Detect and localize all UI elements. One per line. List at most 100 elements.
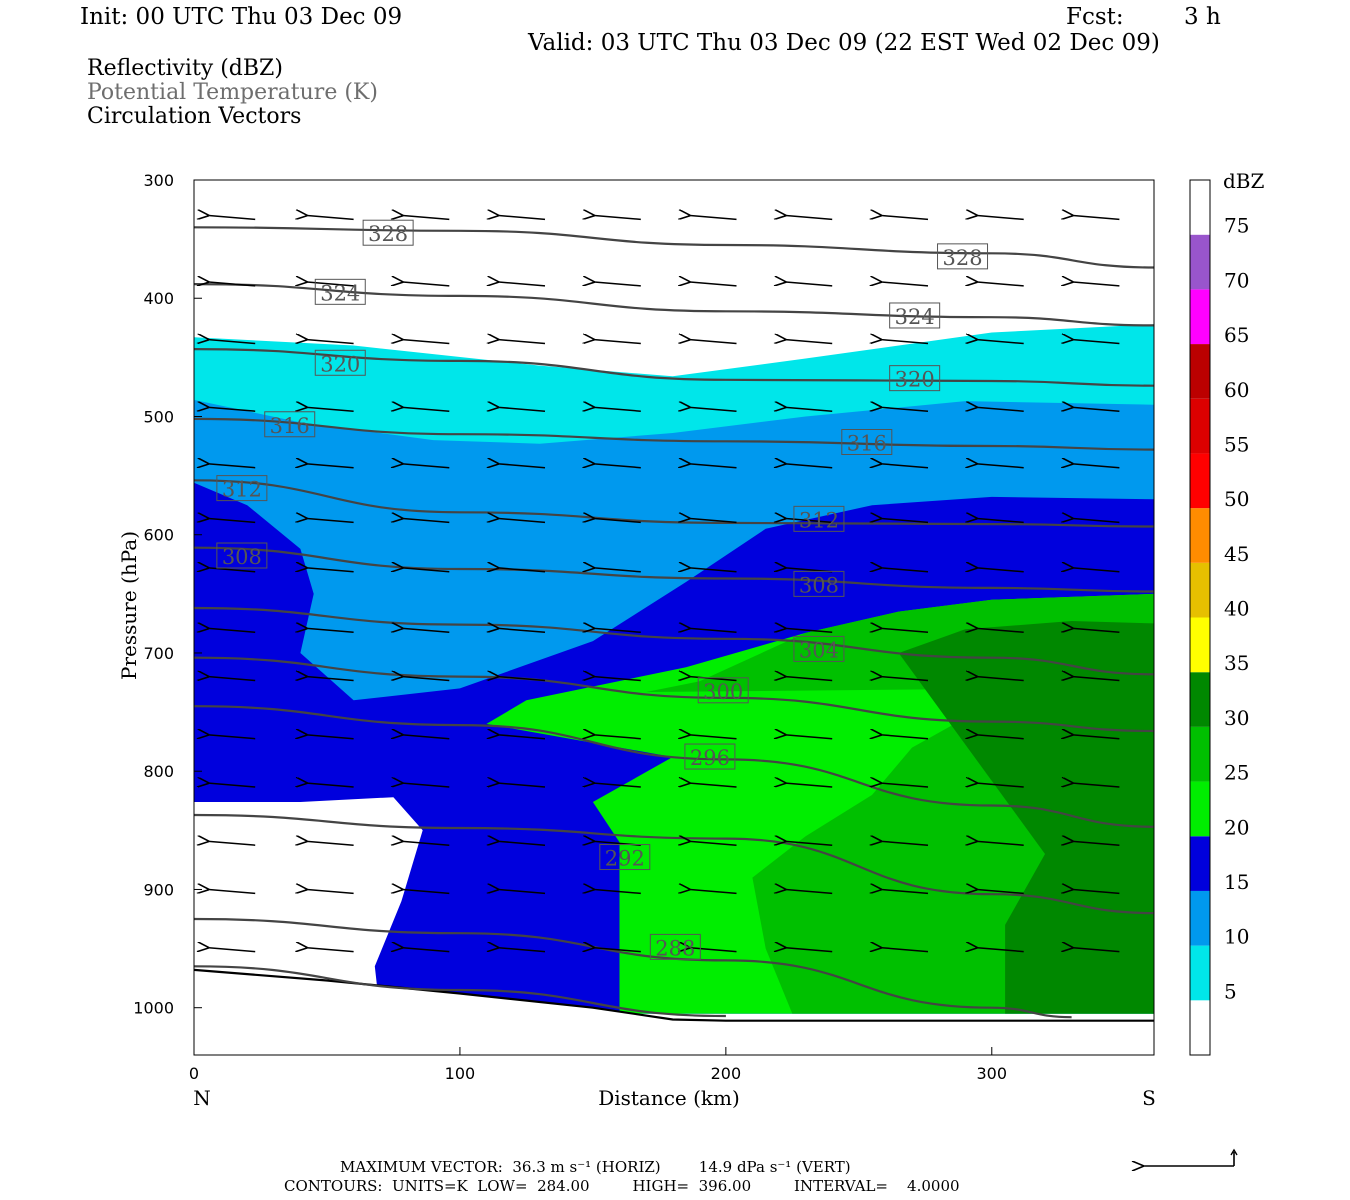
circulation-vector [207,677,256,681]
reflectivity-region-0dbz [194,797,423,1014]
theta-label-text: 320 [320,352,360,376]
circulation-vector [401,215,450,219]
colorbar-level-label: 40 [1224,597,1249,621]
theta-label-text: 324 [895,305,935,329]
circulation-vector [401,677,450,681]
circulation-vector [497,735,546,739]
circulation-vector [880,841,929,845]
circulation-vector [207,783,256,787]
circulation-vector [497,889,546,893]
valid-time: Valid: 03 UTC Thu 03 Dec 09 (22 EST Wed … [528,30,1160,56]
reflectivity-region-30dbz [898,621,1154,1014]
circulation-vector [689,518,737,522]
circulation-vector [976,568,1024,572]
y-tick-label: 1000 [133,999,174,1018]
circulation-vector [689,568,737,572]
theta-label-text: 304 [799,638,839,662]
circulation-vector [593,407,641,411]
forecast-hour-label: Fcst: [1066,4,1124,30]
theta-label-box [264,411,316,438]
circulation-vector [306,783,354,787]
x-axis-end-label: S [1142,1086,1156,1110]
circulation-vector [593,518,641,522]
circulation-vector [784,340,833,344]
theta-label-312-9: 312 [793,505,845,532]
theta-label-box [889,365,941,392]
colorbar-level-label: 35 [1224,651,1249,675]
circulation-vector [306,282,354,286]
circulation-vector [593,464,641,468]
circulation-vector [1072,340,1120,344]
theta-label-box [314,278,366,305]
circulation-vector [784,735,833,739]
circulation-vector [1072,735,1120,739]
circulation-vector [306,518,354,522]
theta-label-text: 328 [942,246,982,270]
circulation-vector [880,215,929,219]
circulation-vector [689,464,737,468]
circulation-vector [784,677,833,681]
circulation-vector [207,628,256,632]
circulation-vector [1072,948,1120,952]
x-axis-title: Distance (km) [598,1086,740,1110]
colorbar-swatch [1190,344,1210,399]
theta-label-328-1: 328 [937,243,989,270]
circulation-vector [593,677,641,681]
colorbar-level-label: 5 [1224,979,1237,1003]
colorbar-swatch [1190,289,1210,345]
circulation-vector [689,889,737,893]
circulation-vector [976,628,1024,632]
circulation-vector [689,783,737,787]
x-tick-label: 100 [445,1064,476,1083]
circulation-vector [1072,407,1120,411]
y-tick-label: 400 [143,289,174,308]
x-axis-start-label: N [193,1086,211,1110]
circulation-vector [880,282,929,286]
init-time: Init: 00 UTC Thu 03 Dec 09 [80,4,403,30]
y-tick-label: 600 [143,526,174,545]
circulation-vector [207,735,256,739]
theta-label-text: 312 [222,478,262,502]
circulation-vector [976,677,1024,681]
colorbar-swatch [1190,890,1210,946]
circulation-vector [497,628,546,632]
circulation-vector [306,464,354,468]
circulation-vector [689,735,737,739]
circulation-vector [497,568,546,572]
theta-label-text: 308 [799,573,839,597]
theta-label-box [937,243,989,270]
circulation-vector [497,783,546,787]
theta-label-box [684,743,736,770]
circulation-vector [306,735,354,739]
contour-info-note: CONTOURS: UNITS=K LOW= 284.00 HIGH= 396.… [284,1177,960,1195]
colorbar-level-label: 45 [1224,542,1249,566]
circulation-vector [497,464,546,468]
colorbar-swatch [1190,781,1210,837]
theta-label-324-3: 324 [889,302,941,329]
theta-contour-304 [194,606,1154,676]
theta-label-text: 328 [368,222,408,246]
circulation-vector [306,948,354,952]
theta-label-324-2: 324 [314,278,366,305]
theta-contour-300 [194,656,1154,733]
colorbar-swatch [1190,398,1210,454]
theta-label-300-13: 300 [697,677,749,704]
theta-contour-308 [194,546,1154,593]
y-tick-label: 800 [143,762,174,781]
theta-label-box [793,570,845,597]
circulation-vector [593,889,641,893]
theta-label-text: 288 [655,936,695,960]
circulation-vector [1072,518,1120,522]
theta-label-text: 292 [605,847,645,871]
circulation-vector [880,735,929,739]
circulation-vector [1072,282,1120,286]
theta-label-box [362,219,414,246]
circulation-vector [1072,464,1120,468]
colorbar-swatch [1190,234,1210,290]
theta-label-box [599,844,651,871]
circulation-vector [401,628,450,632]
circulation-vector [401,948,450,952]
theta-label-box [841,429,893,455]
circulation-vector [207,464,256,468]
circulation-vector [976,518,1024,522]
